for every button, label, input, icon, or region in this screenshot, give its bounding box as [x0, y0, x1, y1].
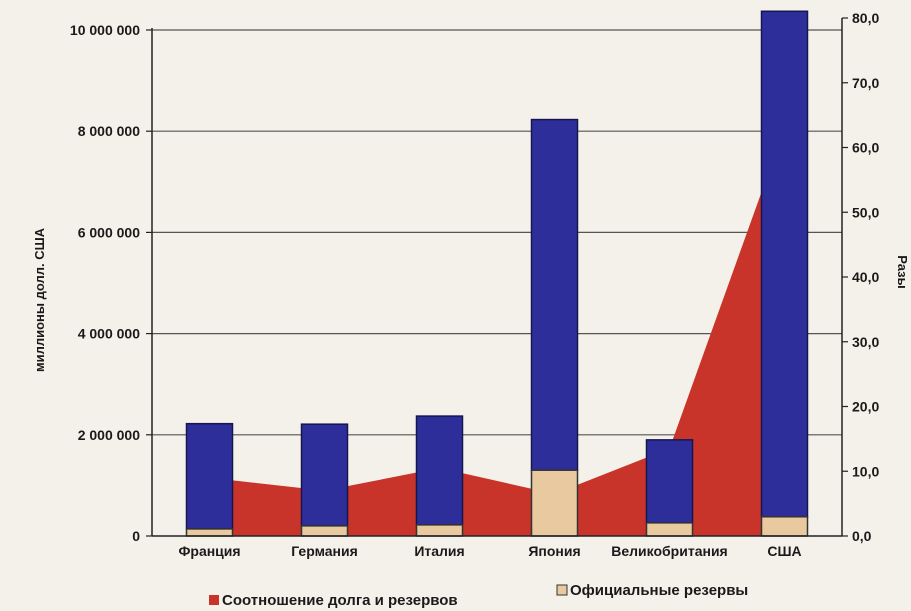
- ratio-area-layer: [209, 128, 785, 536]
- left-tick-label: 0: [132, 528, 140, 544]
- left-tick-label: 2 000 000: [78, 427, 140, 443]
- left-tick-label: 10 000 000: [70, 22, 140, 38]
- category-label: Франция: [178, 543, 240, 559]
- ratio-area: [209, 128, 785, 536]
- bar-reserves-0: [185, 528, 234, 537]
- right-tick-label: 40,0: [852, 269, 879, 285]
- bar-upper-5: [760, 10, 809, 518]
- right-tick-label: 10,0: [852, 463, 879, 479]
- right-tick-label: 30,0: [852, 334, 879, 350]
- right-tick-label: 80,0: [852, 10, 879, 26]
- bar-upper-4: [645, 439, 694, 524]
- category-label: Великобритания: [611, 543, 727, 559]
- bar-upper-1: [300, 423, 349, 527]
- category-labels: Франция Германия Италия Япония Великобритани…: [178, 543, 801, 559]
- left-tick-label: 6 000 000: [78, 224, 140, 240]
- legend-label-reserves: Официальные резервы: [570, 582, 748, 599]
- category-label: Япония: [528, 543, 580, 559]
- right-tick-label: 50,0: [852, 204, 879, 220]
- legend-swatch-reserves: [556, 584, 568, 596]
- bar-reserves-3: [530, 469, 579, 537]
- category-label: США: [767, 543, 801, 559]
- right-tick-label: 0,0: [852, 528, 872, 544]
- bar-upper-2: [415, 415, 464, 526]
- bar-reserves-5: [760, 516, 809, 537]
- right-tick-label: 20,0: [852, 399, 879, 415]
- right-tick-label: 70,0: [852, 75, 879, 91]
- bar-reserves-4: [645, 522, 694, 537]
- legend-label-ratio: Соотношение долга и резервов: [222, 592, 458, 609]
- left-tick-label: 4 000 000: [78, 326, 140, 342]
- legend: Соотношение долга и резервов Официальные…: [209, 582, 748, 609]
- y-axis-title-right: Разы: [895, 255, 910, 288]
- right-tick-labels: 0,0 10,0 20,0 30,0 40,0 50,0 60,0 70,0 80,0: [842, 10, 879, 544]
- bar-reserves-2: [415, 524, 464, 537]
- bar-upper-3: [530, 118, 579, 471]
- right-tick-label: 60,0: [852, 140, 879, 156]
- legend-swatch-ratio: [209, 595, 219, 605]
- y-axis-title-left: миллионы долл. США: [32, 227, 47, 372]
- bars-layer: [185, 10, 809, 537]
- left-tick-label: 8 000 000: [78, 123, 140, 139]
- bar-reserves-1: [300, 525, 349, 537]
- left-tick-labels: 0 2 000 000 4 000 000 6 000 000 8 000 000 10 …: [70, 22, 152, 544]
- bar-upper-0: [185, 422, 234, 530]
- category-label: Италия: [414, 543, 464, 559]
- category-label: Германия: [291, 543, 358, 559]
